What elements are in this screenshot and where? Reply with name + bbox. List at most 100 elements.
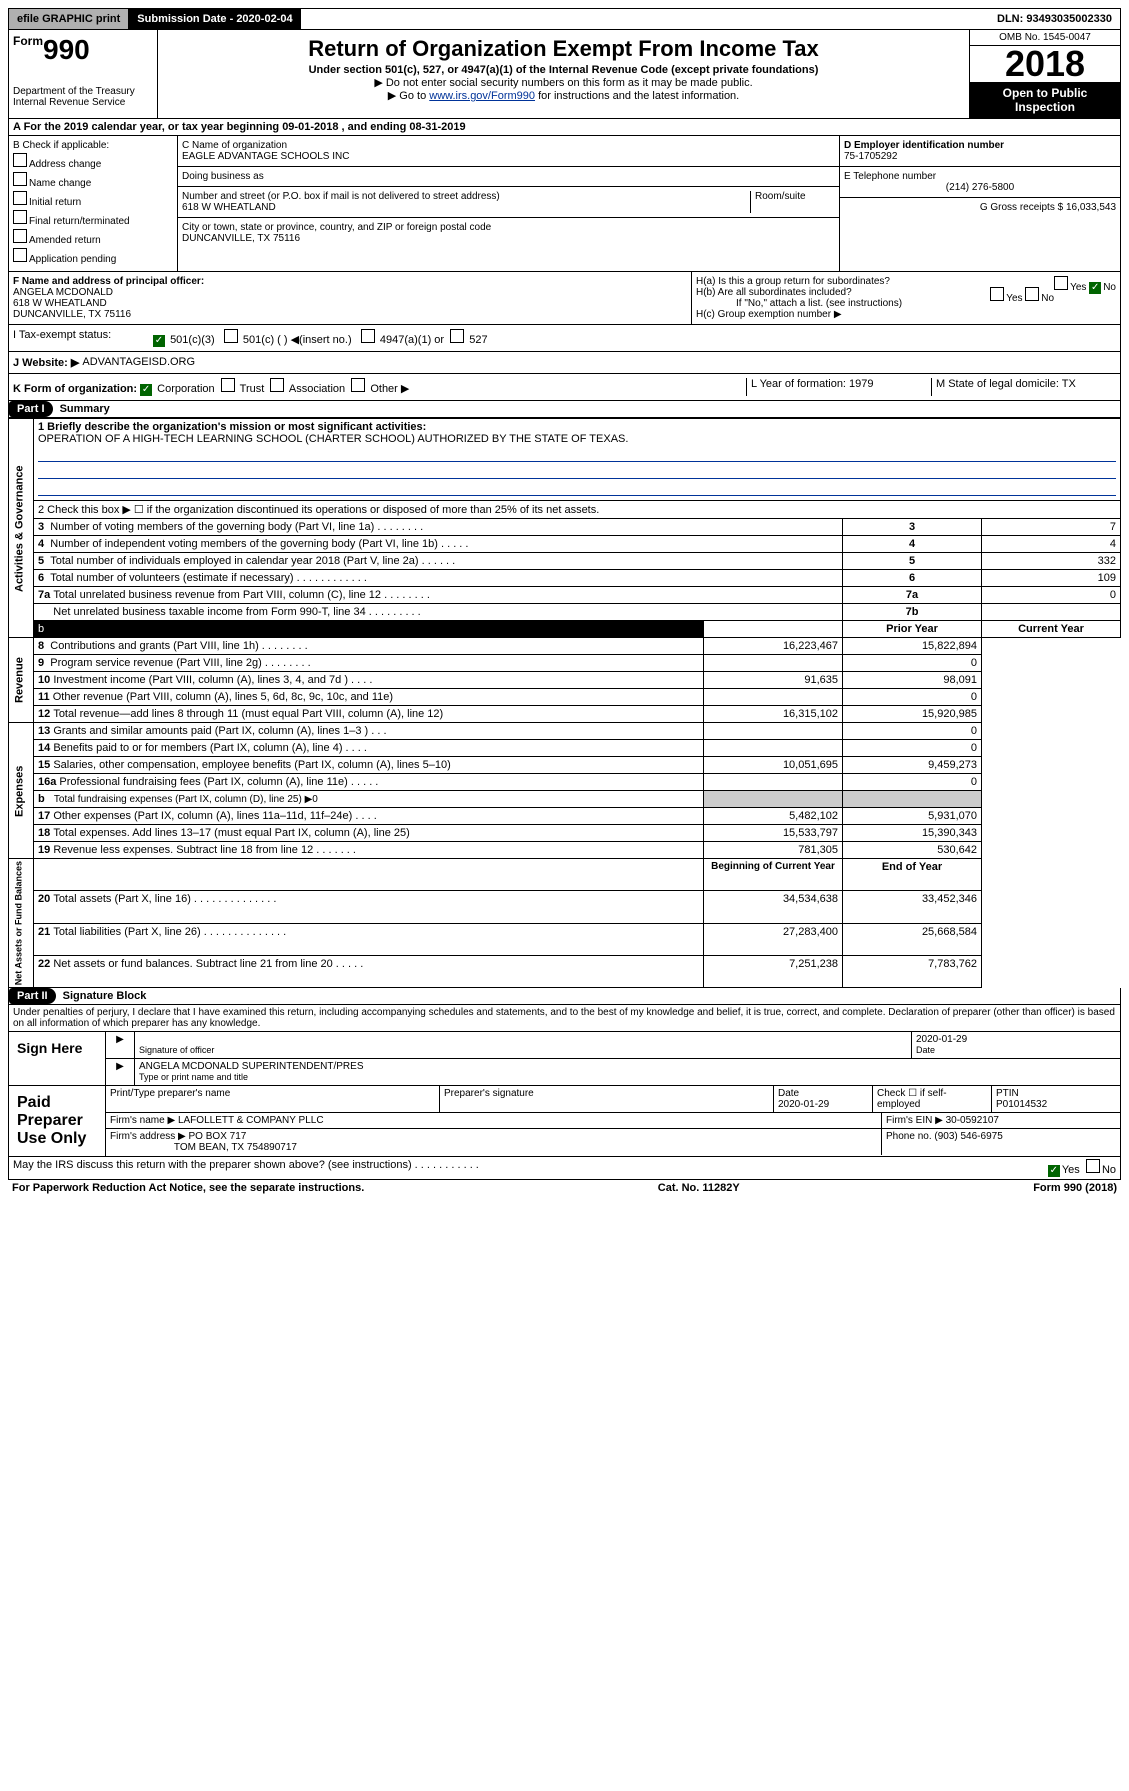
exp-row-15: 15 Salaries, other compensation, employe… bbox=[9, 757, 1121, 774]
gov-row-4: 4 Number of independent voting members o… bbox=[9, 536, 1121, 553]
cb-pending[interactable]: Application pending bbox=[13, 248, 173, 265]
firm-name-label: Firm's name ▶ bbox=[110, 1115, 175, 1126]
org-address: 618 W WHEATLAND bbox=[182, 202, 750, 213]
cb-527-icon[interactable] bbox=[450, 329, 464, 343]
officer-name: ANGELA MCDONALD bbox=[13, 287, 113, 298]
na-row-22: 22 Net assets or fund balances. Subtract… bbox=[9, 955, 1121, 987]
cb-501c3-icon[interactable]: ✓ bbox=[153, 335, 165, 347]
city-box: City or town, state or province, country… bbox=[178, 218, 839, 248]
cb-other-icon[interactable] bbox=[351, 378, 365, 392]
netassets-label: Net Assets or Fund Balances bbox=[9, 859, 34, 988]
cb-assoc-icon[interactable] bbox=[270, 378, 284, 392]
goto-pre: ▶ Go to bbox=[388, 90, 429, 102]
exp-row-16b: b Total fundraising expenses (Part IX, c… bbox=[9, 791, 1121, 808]
discuss-no-icon[interactable] bbox=[1086, 1159, 1100, 1173]
dept-treasury: Department of the Treasury Internal Reve… bbox=[13, 86, 153, 108]
org-city: DUNCANVILLE, TX 75116 bbox=[182, 233, 835, 244]
form-number: Form990 bbox=[13, 34, 153, 66]
officer-addr: 618 W WHEATLAND bbox=[13, 298, 107, 309]
cat-no: Cat. No. 11282Y bbox=[658, 1182, 740, 1194]
opt-501c3: 501(c)(3) bbox=[170, 334, 215, 346]
na-header bbox=[34, 859, 704, 891]
cb-final[interactable]: Final return/terminated bbox=[13, 210, 173, 227]
irs-link[interactable]: www.irs.gov/Form990 bbox=[429, 90, 535, 102]
officer-print-name: ANGELA MCDONALD SUPERINTENDENT/PRES bbox=[139, 1061, 364, 1072]
hb-no[interactable]: No bbox=[1041, 293, 1054, 304]
tax-year-range: A For the 2019 calendar year, or tax yea… bbox=[13, 121, 466, 133]
col-b-checkboxes: B Check if applicable: Address change Na… bbox=[9, 136, 178, 271]
firm-city: TOM BEAN, TX 754890717 bbox=[174, 1142, 297, 1153]
discuss-yes-icon[interactable]: ✓ bbox=[1048, 1165, 1060, 1177]
paid-block: Paid Preparer Use Only Print/Type prepar… bbox=[8, 1086, 1121, 1157]
cb-trust-icon[interactable] bbox=[221, 378, 235, 392]
note-ssn: ▶ Do not enter social security numbers o… bbox=[162, 76, 965, 89]
cb-4947-icon[interactable] bbox=[361, 329, 375, 343]
declaration: Under penalties of perjury, I declare th… bbox=[8, 1005, 1121, 1032]
opt-501c: 501(c) ( ) ◀(insert no.) bbox=[243, 334, 352, 346]
exp-row-14: 14 Benefits paid to or for members (Part… bbox=[9, 740, 1121, 757]
paid-right: Print/Type preparer's name Preparer's si… bbox=[106, 1086, 1120, 1156]
ha-yes[interactable]: Yes bbox=[1070, 282, 1086, 293]
part2-header: Part II bbox=[9, 988, 56, 1004]
efile-button[interactable]: efile GRAPHIC print bbox=[9, 9, 129, 29]
firm-phone: Phone no. (903) 546-6975 bbox=[882, 1129, 1120, 1155]
name-label: Type or print name and title bbox=[139, 1072, 248, 1082]
gov-row-6: 6 Total number of volunteers (estimate i… bbox=[9, 570, 1121, 587]
sign-here-label: Sign Here bbox=[9, 1032, 106, 1085]
cb-amended[interactable]: Amended return bbox=[13, 229, 173, 246]
rev-row-9: 9 Program service revenue (Part VIII, li… bbox=[9, 655, 1121, 672]
cb-initial[interactable]: Initial return bbox=[13, 191, 173, 208]
governance-label: Activities & Governance bbox=[9, 419, 34, 638]
discuss-yes: Yes bbox=[1062, 1164, 1080, 1176]
paid-row-3: Firm's address ▶ PO BOX 717 TOM BEAN, TX… bbox=[106, 1129, 1120, 1155]
ha-no[interactable]: No bbox=[1103, 282, 1116, 293]
form-subtitle: Under section 501(c), 527, or 4947(a)(1)… bbox=[162, 64, 965, 76]
expenses-label: Expenses bbox=[9, 723, 34, 859]
arrow-icon: ▶ bbox=[106, 1059, 135, 1085]
hb-yes[interactable]: Yes bbox=[1006, 293, 1022, 304]
opt-assoc: Association bbox=[289, 383, 345, 395]
opt-527: 527 bbox=[469, 334, 487, 346]
discuss-opts: ✓Yes No bbox=[1048, 1159, 1116, 1177]
opt-corp: Corporation bbox=[157, 383, 214, 395]
gov-row-7b: Net unrelated business taxable income fr… bbox=[9, 604, 1121, 621]
city-label: City or town, state or province, country… bbox=[182, 222, 835, 233]
main-info: B Check if applicable: Address change Na… bbox=[8, 136, 1121, 272]
opt-trust: Trust bbox=[240, 383, 265, 395]
tax-status-label: I Tax-exempt status: bbox=[13, 329, 153, 347]
website-label: J Website: ▶ bbox=[13, 356, 79, 369]
ein: 75-1705292 bbox=[844, 151, 897, 162]
arrow-icon: ▶ bbox=[106, 1032, 135, 1058]
cb-name[interactable]: Name change bbox=[13, 172, 173, 189]
opt-other: Other ▶ bbox=[370, 383, 409, 395]
cb-address[interactable]: Address change bbox=[13, 153, 173, 170]
part2-row: Part II Signature Block bbox=[8, 988, 1121, 1005]
col-c: C Name of organization EAGLE ADVANTAGE S… bbox=[178, 136, 839, 271]
cb-501c-icon[interactable] bbox=[224, 329, 238, 343]
open-public: Open to Public Inspection bbox=[970, 82, 1120, 118]
rev-row-8: 8 Contributions and grants (Part VIII, l… bbox=[34, 638, 704, 655]
addr-label: Number and street (or P.O. box if mail i… bbox=[182, 191, 750, 202]
ha-label: H(a) Is this a group return for subordin… bbox=[696, 276, 890, 287]
sign-right: ▶ Signature of officer 2020-01-29Date ▶ … bbox=[106, 1032, 1120, 1085]
org-name: EAGLE ADVANTAGE SCHOOLS INC bbox=[182, 151, 835, 162]
opt-4947: 4947(a)(1) or bbox=[380, 334, 444, 346]
state-domicile: M State of legal domicile: TX bbox=[931, 378, 1116, 396]
rev-row-12: 12 Total revenue—add lines 8 through 11 … bbox=[9, 706, 1121, 723]
mission-box: 1 Briefly describe the organization's mi… bbox=[34, 419, 1121, 501]
sig-officer-label: Signature of officer bbox=[139, 1045, 214, 1055]
row-k: K Form of organization: ✓ Corporation Tr… bbox=[8, 374, 1121, 401]
self-employed[interactable]: Check ☐ if self-employed bbox=[873, 1086, 992, 1112]
ein-label: D Employer identification number bbox=[844, 140, 1004, 151]
tax-status-opts: ✓ 501(c)(3) 501(c) ( ) ◀(insert no.) 494… bbox=[153, 329, 488, 347]
firm-addr-label: Firm's address ▶ bbox=[110, 1131, 186, 1142]
prep-sig-label: Preparer's signature bbox=[440, 1086, 774, 1112]
rev-header: bPrior YearCurrent Year bbox=[9, 621, 1121, 638]
form-word: Form bbox=[13, 34, 43, 48]
cb-corp-icon[interactable]: ✓ bbox=[140, 384, 152, 396]
paid-row-2: Firm's name ▶ LAFOLLETT & COMPANY PLLC F… bbox=[106, 1113, 1120, 1129]
section-a: A For the 2019 calendar year, or tax yea… bbox=[8, 119, 1121, 136]
exp-row-17: 17 Other expenses (Part IX, column (A), … bbox=[9, 808, 1121, 825]
col-f: F Name and address of principal officer:… bbox=[9, 272, 691, 324]
sign-block: Sign Here ▶ Signature of officer 2020-01… bbox=[8, 1032, 1121, 1086]
